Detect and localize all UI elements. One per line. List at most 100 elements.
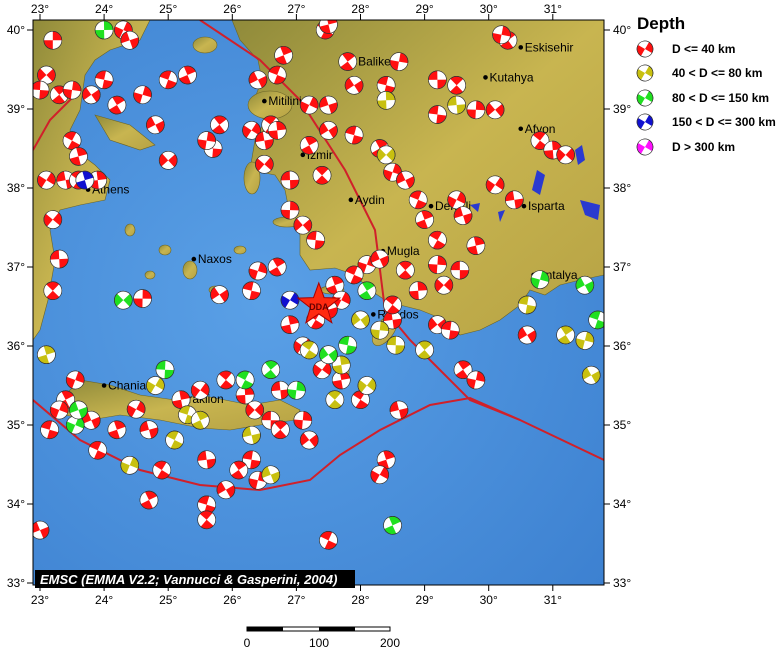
focal-mechanism	[556, 325, 575, 345]
focal-mechanism	[287, 380, 306, 400]
focal-mechanism	[43, 281, 63, 301]
focal-mechanism	[158, 151, 178, 170]
hellenic-trench	[33, 396, 521, 492]
focal-mechanism	[197, 131, 216, 150]
focal-mechanism	[319, 121, 338, 140]
focal-mechanism	[517, 325, 537, 345]
focal-mechanism	[319, 95, 338, 115]
lon-tick-label: 30°	[480, 593, 498, 607]
city-label: Mitilini	[268, 94, 301, 108]
city-label: Kutahya	[489, 70, 533, 84]
lon-tick-label: 29°	[416, 2, 434, 16]
focal-mechanism	[386, 335, 406, 355]
lat-tick-label: 33°	[613, 576, 631, 590]
city-dot	[191, 256, 197, 262]
focal-mechanism	[331, 355, 351, 375]
focal-mechanism	[210, 285, 229, 304]
focal-mechanism	[383, 162, 402, 182]
focal-mechanism	[267, 65, 287, 85]
focal-mechanism	[325, 390, 345, 410]
lon-tick-label: 29°	[416, 593, 434, 607]
focal-mechanism	[40, 420, 59, 440]
focal-mechanism	[485, 100, 505, 120]
scale-label: 200	[380, 636, 400, 649]
focal-mechanism	[158, 70, 178, 90]
scale-bar: 0 100 200	[244, 626, 400, 649]
focal-mechanism	[56, 170, 75, 190]
focal-mechanism	[299, 340, 319, 360]
focal-mechanism	[466, 100, 486, 120]
focal-mechanism	[114, 290, 133, 310]
city-dot	[518, 45, 524, 50]
focal-mechanism	[517, 295, 537, 315]
legend-beachball-icon	[636, 64, 654, 82]
focal-mechanism	[299, 136, 319, 155]
lakes	[470, 145, 600, 222]
focal-mechanism	[120, 30, 140, 50]
focal-mechanism	[319, 531, 338, 550]
plate-boundary	[199, 20, 604, 461]
focal-mechanism	[43, 30, 63, 50]
focal-mechanism	[271, 420, 290, 440]
land-chios	[243, 161, 261, 195]
focal-mechanism	[139, 420, 159, 440]
focal-mechanism	[242, 281, 261, 301]
land-euboea	[94, 114, 156, 151]
focal-mechanism	[255, 131, 274, 150]
focal-mechanism	[351, 310, 370, 330]
focal-mechanism	[357, 281, 377, 301]
focal-mechanism	[49, 400, 69, 420]
land-island	[124, 223, 136, 237]
city-label: Aydin	[355, 193, 385, 207]
focal-mechanism	[453, 360, 473, 380]
legend-label: 150 < D <= 300 km	[672, 115, 776, 129]
focal-mechanism	[49, 249, 69, 269]
focal-mechanism	[242, 425, 261, 445]
lat-tick-label: 39°	[613, 102, 631, 116]
star-icon	[296, 281, 342, 324]
lat-tick-label: 38°	[613, 181, 631, 195]
focal-mechanism	[428, 255, 447, 274]
legend-label: 80 < D <= 150 km	[672, 91, 769, 105]
focal-mechanism	[190, 380, 210, 400]
focal-mechanism	[376, 76, 396, 95]
focal-mechanism	[383, 516, 402, 535]
focal-mechanism	[293, 410, 313, 430]
focal-mechanism	[440, 320, 460, 340]
focal-mechanism	[530, 270, 550, 289]
lon-tick-label: 30°	[480, 2, 498, 16]
focal-mechanism	[466, 236, 486, 255]
focal-mechanism	[107, 95, 127, 115]
city-label: Mugla	[387, 244, 420, 258]
focal-mechanism	[69, 147, 88, 166]
focal-mechanism	[331, 290, 351, 310]
focal-mechanism	[376, 91, 396, 110]
lon-tick-label: 23°	[31, 2, 49, 16]
credit-box: EMSC (EMMA V2.2; Vannucci & Gasperini, 2…	[35, 570, 355, 588]
focal-mechanism	[146, 376, 165, 395]
focal-mechanism	[383, 295, 402, 315]
city-dot	[483, 75, 488, 80]
lon-tick-label: 24°	[95, 2, 113, 16]
legend-beachball-icon	[636, 113, 654, 131]
focal-mechanism	[485, 175, 505, 195]
focal-mechanism	[271, 380, 290, 400]
focal-mechanism	[75, 170, 95, 190]
focal-mechanism	[245, 400, 265, 420]
lon-tick-label: 27°	[287, 2, 305, 16]
focal-mechanism	[242, 450, 261, 470]
land-naxos	[182, 260, 198, 280]
focal-mechanism	[65, 370, 85, 390]
focal-mechanism	[94, 70, 114, 90]
focal-mechanism	[319, 20, 338, 34]
land-island	[144, 270, 156, 280]
lat-tick-label: 36°	[7, 339, 25, 353]
focal-mechanism	[389, 400, 409, 420]
lon-tick-label: 25°	[159, 593, 177, 607]
focal-mechanism	[248, 470, 268, 490]
focal-mechanism	[408, 190, 428, 210]
lat-tick-label: 37°	[7, 260, 25, 274]
city-dot	[262, 98, 267, 104]
focal-mechanism	[312, 360, 332, 380]
